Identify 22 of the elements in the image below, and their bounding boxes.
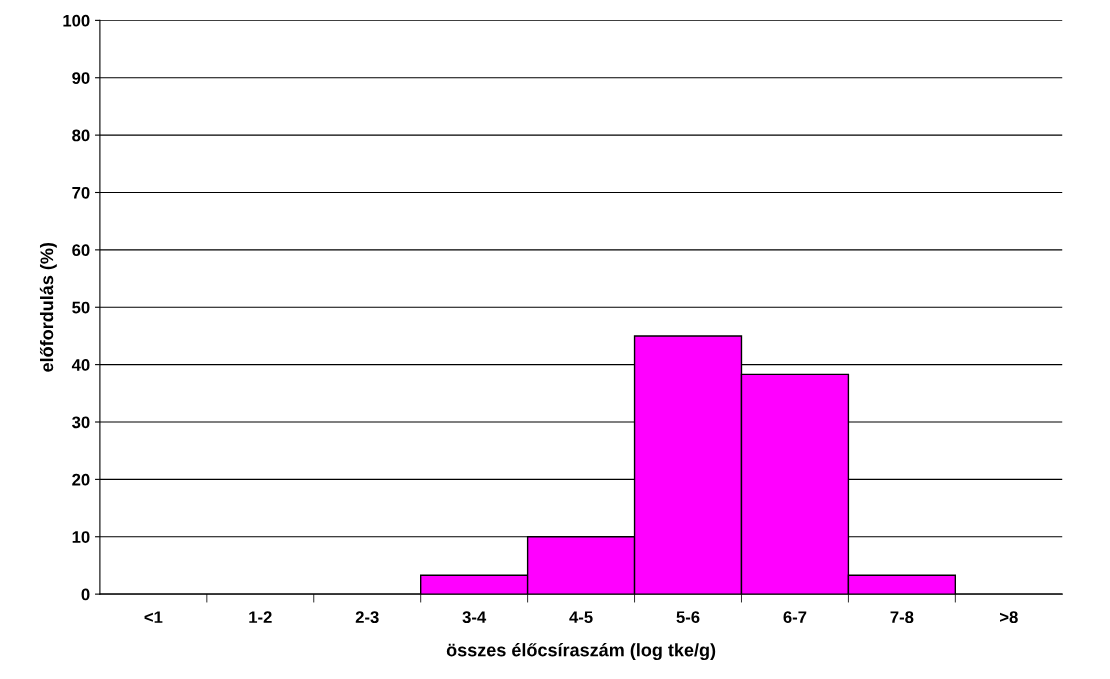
y-tick-label: 10 xyxy=(72,531,90,543)
x-tick-label: <1 xyxy=(144,611,163,623)
x-tick-label: 2-3 xyxy=(355,611,379,624)
y-tick-label: 0 xyxy=(81,588,90,601)
y-tick-label: 90 xyxy=(72,72,90,84)
x-tick-label: >8 xyxy=(1000,611,1018,624)
x-tick-label: 7-8 xyxy=(890,611,914,624)
y-tick-label: 20 xyxy=(72,473,90,486)
y-tick-label: 50 xyxy=(72,301,90,314)
x-axis-title: összes élőcsíraszám (log tke/g) xyxy=(446,642,716,661)
y-tick-label: 70 xyxy=(72,186,90,199)
x-tick-label: 6-7 xyxy=(783,611,807,624)
y-tick-label: 100 xyxy=(63,14,90,27)
x-tick-label: 4-5 xyxy=(569,611,593,624)
y-tick-label: 80 xyxy=(72,129,90,142)
y-tick-label: 30 xyxy=(72,416,90,429)
x-tick-label: 5-6 xyxy=(676,611,700,624)
x-tick-label: 3-4 xyxy=(462,611,487,624)
y-tick-label: 60 xyxy=(72,244,90,257)
y-axis-title: előfordulás (%) xyxy=(39,242,57,372)
x-tick-label: 1-2 xyxy=(249,611,272,623)
y-tick-label: 40 xyxy=(71,359,90,371)
